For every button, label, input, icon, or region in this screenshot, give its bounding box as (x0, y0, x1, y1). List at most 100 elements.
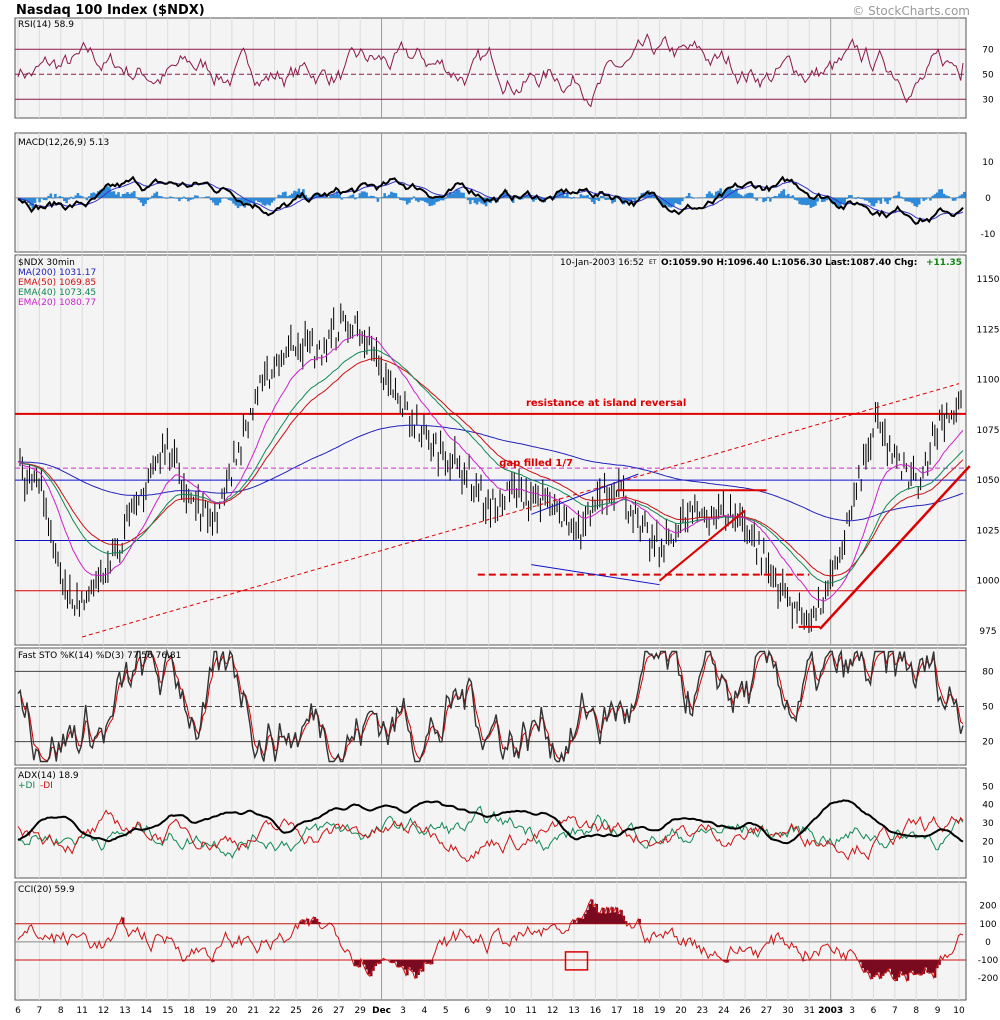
macd-histogram-bar (419, 197, 423, 201)
macd-histogram-bar (220, 197, 224, 199)
macd-histogram-bar (771, 197, 774, 198)
y-tick-label: 50 (982, 782, 994, 792)
sto-label: Fast STO %K(14) %D(3) 77.56 76.81 (18, 651, 181, 661)
cci-extreme-fill (430, 960, 434, 965)
macd-histogram-bar (333, 194, 337, 198)
x-tick-label: 16 (590, 1006, 602, 1016)
macd-histogram-bar (884, 197, 887, 202)
macd-histogram-bar (960, 194, 964, 198)
macd-histogram-bar (230, 197, 233, 201)
macd-histogram-bar (940, 189, 944, 198)
macd-histogram-bar (866, 197, 869, 201)
cci-extreme-fill (597, 912, 601, 924)
macd-histogram-bar (507, 195, 510, 198)
macd-histogram-bar (268, 197, 271, 206)
macd-histogram-bar (798, 197, 801, 205)
gap-annotation: gap filled 1/7 (499, 458, 573, 469)
cci-extreme-fill (410, 960, 414, 971)
macd-histogram-bar (349, 195, 353, 198)
y-tick-label: -10 (981, 230, 996, 240)
cci-extreme-fill (615, 907, 619, 924)
macd-histogram-bar (126, 192, 129, 198)
macd-histogram-bar (471, 197, 474, 200)
macd-histogram-bar (365, 192, 368, 198)
macd-histogram-bar (814, 197, 817, 206)
y-tick-label: -100 (978, 956, 999, 966)
macd-histogram-bar (505, 190, 508, 198)
cci-extreme-fill (606, 907, 610, 924)
macd-histogram-bar (854, 197, 858, 200)
macd-histogram-bar (796, 197, 799, 201)
macd-histogram-bar (196, 195, 199, 198)
macd-histogram-bar (24, 197, 28, 201)
adx-label: ADX(14) 18.9 (18, 771, 79, 781)
macd-histogram-bar (825, 197, 828, 201)
macd-histogram-bar (99, 189, 102, 198)
macd-histogram-bar (710, 193, 713, 198)
macd-histogram-bar (908, 197, 912, 202)
x-tick-label: 20 (675, 1006, 687, 1016)
di-plus-line (17, 805, 964, 859)
x-tick-label: 9 (486, 1006, 492, 1016)
macd-histogram-bar (399, 197, 402, 201)
macd-histogram-bar (861, 197, 865, 200)
macd-histogram-bar (374, 197, 377, 198)
quote-date: 10-Jan-2003 16:52 (560, 258, 644, 268)
cci-extreme-fill (414, 960, 418, 979)
macd-histogram-bar (241, 197, 244, 206)
macd-histogram-bar (250, 197, 253, 203)
cci-extreme-fill (902, 960, 905, 976)
macd-histogram-bar (403, 197, 407, 201)
cci-extreme-fill (875, 960, 878, 976)
macd-histogram-bar (363, 191, 366, 198)
macd-histogram-bar (430, 197, 434, 206)
macd-histogram-bar (723, 189, 727, 198)
macd-histogram-bar (412, 196, 416, 198)
macd-histogram-bar (426, 197, 429, 204)
macd-histogram-bar (800, 197, 804, 205)
cci-extreme-fill (426, 960, 429, 964)
x-tick-label: 9 (935, 1006, 941, 1016)
cci-extreme-fill (604, 913, 608, 924)
macd-histogram-bar (65, 197, 68, 204)
x-tick-label: 4 (421, 1006, 427, 1016)
macd-histogram-bar (690, 196, 693, 198)
macd-histogram-bar (687, 192, 691, 198)
macd-histogram-bar (178, 197, 181, 202)
y-tick-label: 1150 (977, 275, 1000, 285)
macd-histogram-bar (712, 195, 716, 198)
y-tick-label: 20 (982, 837, 994, 847)
macd-histogram-bar (500, 194, 504, 198)
macd-histogram-bar (85, 197, 89, 201)
macd-histogram-bar (613, 197, 616, 202)
quote-ohlc: O:1059.90 H:1096.40 L:1056.30 Last:1087.… (661, 258, 917, 268)
cci-extreme-fill (363, 960, 366, 965)
macd-histogram-bar (81, 196, 84, 198)
macd-histogram-bar (663, 197, 666, 208)
macd-histogram-bar (162, 197, 165, 198)
ma200-line (17, 424, 964, 522)
cci-extreme-fill (408, 960, 411, 968)
macd-histogram-bar (392, 192, 395, 198)
macd-histogram-bar (820, 197, 824, 203)
macd-histogram-bar (329, 195, 332, 198)
cci-extreme-fill (872, 960, 876, 977)
macd-histogram-bar (130, 192, 134, 198)
macd-histogram-bar (917, 197, 921, 205)
macd-label: MACD(12,26,9) 5.13 (18, 138, 109, 148)
x-tick-label: 21 (248, 1006, 259, 1016)
chart-credit: © StockCharts.com (852, 4, 970, 18)
y-tick-label: 0 (985, 938, 991, 948)
cci-extreme-fill (369, 960, 373, 977)
cci-extreme-fill (917, 960, 921, 974)
ema20-legend: EMA(20) 1080.77 (18, 298, 96, 308)
macd-histogram-bar (42, 197, 46, 201)
macd-histogram-bar (234, 197, 238, 206)
macd-histogram-bar (460, 192, 463, 198)
macd-histogram-bar (832, 197, 835, 205)
cci-extreme-fill (908, 960, 912, 973)
macd-histogram-bar (288, 195, 292, 198)
x-tick-label: 31 (804, 1006, 815, 1016)
macd-histogram-bar (457, 189, 461, 198)
adx-line (17, 799, 964, 845)
